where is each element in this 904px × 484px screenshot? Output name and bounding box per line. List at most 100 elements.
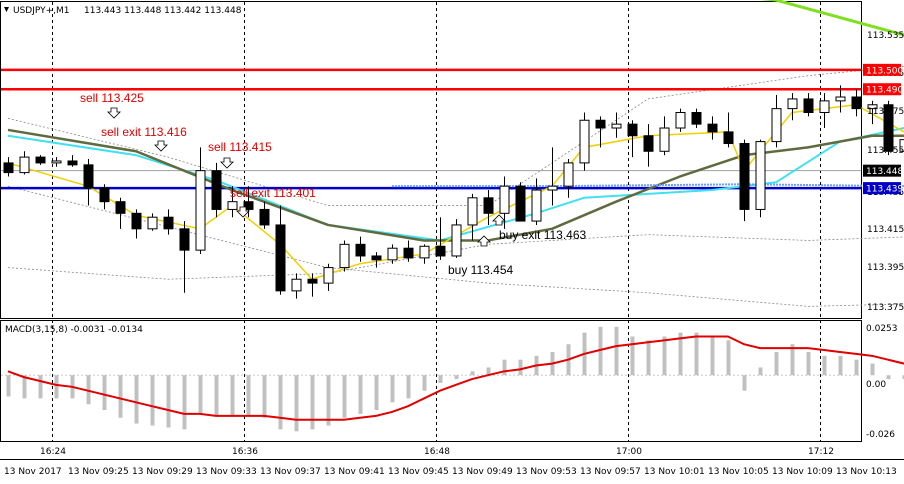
time-label: 13 Nov 09:29 <box>132 467 193 477</box>
macd-bar <box>502 359 507 376</box>
macd-panel-frame <box>0 320 862 442</box>
candle-body <box>243 201 254 210</box>
candle-body <box>291 278 302 292</box>
macd-bar <box>22 375 27 399</box>
macd-bar <box>438 375 443 383</box>
price-tag-label: 113.500 <box>866 66 903 76</box>
candle-body <box>67 160 78 166</box>
macd-bar <box>710 336 715 376</box>
macd-bar <box>86 375 91 405</box>
time-label: 13 Nov 09:37 <box>260 467 321 477</box>
macd-bar <box>726 340 731 376</box>
trade-annotations: sell 113.425 sell exit 113.416 sell 113.… <box>80 91 587 277</box>
macd-bar <box>630 336 635 376</box>
macd-bar <box>870 363 875 376</box>
macd-bar <box>198 375 203 414</box>
candle-body <box>163 216 174 230</box>
macd-bar <box>758 367 763 376</box>
candle-body <box>195 170 206 251</box>
candle-body <box>515 185 526 222</box>
price-tick: 113.455 <box>867 146 904 156</box>
candle-body <box>3 162 14 174</box>
price-tick: 113.535 <box>867 31 904 41</box>
price-tick: 113.475 <box>867 107 904 117</box>
candle-body <box>83 164 94 189</box>
candle-body <box>787 98 798 110</box>
time-label: 13 Nov 10:01 <box>644 467 705 477</box>
candle-body <box>659 127 670 152</box>
macd-scale-bottom: -0.026 <box>866 430 895 440</box>
candlesticks <box>3 85 904 299</box>
macd-bar <box>598 326 603 376</box>
macd-scale-zero: 0.00 <box>866 380 886 390</box>
macd-bar <box>246 375 251 416</box>
macd-bar <box>294 375 299 432</box>
buy-arrow-icon <box>492 214 506 226</box>
ma-line-green <box>760 0 904 37</box>
candle-body <box>355 243 366 257</box>
macd-bar <box>214 375 219 416</box>
macd-bar <box>902 375 904 380</box>
price-tag-label: 113.490 <box>866 86 903 96</box>
price-tick: 113.395 <box>867 263 904 273</box>
candle-body <box>115 201 126 214</box>
candle-body <box>723 131 734 145</box>
dropdown-triangle-icon[interactable] <box>4 7 9 12</box>
macd-bar <box>662 336 667 376</box>
time-label: 16:24 <box>40 447 66 457</box>
candle-body <box>755 141 766 210</box>
annotation-sell-exit-2: sell exit 113.401 <box>230 186 316 200</box>
sell-arrow-icon <box>107 107 121 119</box>
trade-arrows <box>107 107 506 247</box>
macd-bar <box>406 375 411 399</box>
candle-body <box>131 212 142 230</box>
macd-bar <box>646 340 651 376</box>
price-tags: 113.500 113.490 113.448 113.439 <box>863 63 903 195</box>
time-label: 13 Nov 09:49 <box>452 467 513 477</box>
macd-bar <box>374 375 379 411</box>
time-label: 13 Nov 10:13 <box>836 467 897 477</box>
time-label: 17:12 <box>808 447 834 457</box>
time-label: 13 Nov 10:09 <box>772 467 833 477</box>
candle-body <box>771 108 782 143</box>
macd-bar <box>774 351 779 376</box>
macd-bar <box>822 355 827 376</box>
macd-bar <box>278 375 283 430</box>
macd-bar <box>166 375 171 428</box>
candle-body <box>883 104 894 152</box>
macd-label: MACD(3,15,8) -0.0031 -0.0134 <box>5 325 143 335</box>
time-label: 13 Nov 09:41 <box>324 467 385 477</box>
candle-body <box>611 123 622 129</box>
envelope-line <box>7 65 904 206</box>
macd-bar <box>486 367 491 376</box>
macd-bar <box>6 375 11 397</box>
time-label: 13 Nov 09:25 <box>68 467 129 477</box>
annotation-sell-2: sell 113.415 <box>208 140 272 154</box>
candle-body <box>339 243 350 269</box>
macd-bar <box>262 375 267 418</box>
price-tag <box>863 83 901 96</box>
time-label: 13 Nov 2017 <box>4 467 62 477</box>
candle-body <box>467 197 478 226</box>
time-label: 13 Nov 09:33 <box>196 467 257 477</box>
macd-bar <box>886 375 891 380</box>
candle-body <box>643 135 654 152</box>
macd-bar <box>102 375 107 411</box>
top-time-labels: 16:24 16:36 16:48 17:00 17:12 <box>40 447 834 457</box>
candle-body <box>531 189 542 222</box>
horizontal-levels <box>1 65 904 307</box>
candle-body <box>179 228 190 251</box>
price-tag-label: 113.439 <box>866 185 903 195</box>
time-label: 13 Nov 09:57 <box>580 467 641 477</box>
macd-bar <box>310 375 315 430</box>
candle-body <box>547 185 558 191</box>
candle-body <box>803 98 814 114</box>
time-label: 16:36 <box>232 447 258 457</box>
price-tag-label: 113.448 <box>866 167 903 177</box>
symbol-label: USDJPY+,M1 <box>13 6 70 16</box>
candle-body <box>675 112 686 129</box>
candle-body <box>627 123 638 137</box>
candle-body <box>835 96 846 102</box>
